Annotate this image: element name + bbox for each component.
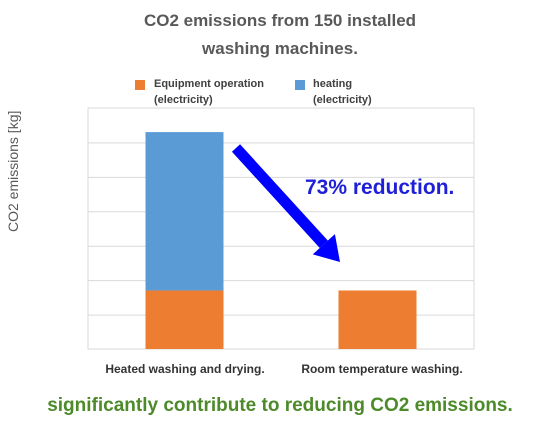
chart-title-line2: washing machines. bbox=[202, 39, 358, 58]
reduction-arrow-shaft bbox=[231, 144, 328, 248]
legend-label-equipment: Equipment operation (electricity) bbox=[154, 76, 264, 108]
legend-label-equipment-line2: (electricity) bbox=[154, 94, 213, 106]
plot-frame bbox=[87, 107, 475, 350]
legend-label-heating: heating (electricity) bbox=[313, 76, 372, 108]
bar-equipment-1 bbox=[338, 290, 417, 349]
legend-label-equipment-line1: Equipment operation bbox=[154, 78, 264, 90]
legend-swatch-heating bbox=[295, 80, 305, 90]
legend-label-heating-line1: heating bbox=[313, 78, 353, 90]
y-axis-label: CO2 emissions [kg] bbox=[5, 110, 21, 232]
x-tick-label-heated: Heated washing and drying. bbox=[105, 362, 265, 376]
legend-label-heating-line2: (electricity) bbox=[313, 94, 372, 106]
x-tick-label-room-temp: Room temperature washing. bbox=[301, 362, 463, 376]
chart-title-line1: CO2 emissions from 150 installed bbox=[143, 11, 417, 30]
bar-heating-0 bbox=[145, 132, 224, 291]
reduction-arrow-head bbox=[312, 234, 340, 262]
footer-message: significantly contribute to reducing CO2… bbox=[47, 395, 513, 416]
bar-equipment-0 bbox=[145, 290, 224, 349]
reduction-annotation: 73% reduction. bbox=[305, 176, 455, 199]
legend-swatch-equipment bbox=[135, 80, 145, 90]
